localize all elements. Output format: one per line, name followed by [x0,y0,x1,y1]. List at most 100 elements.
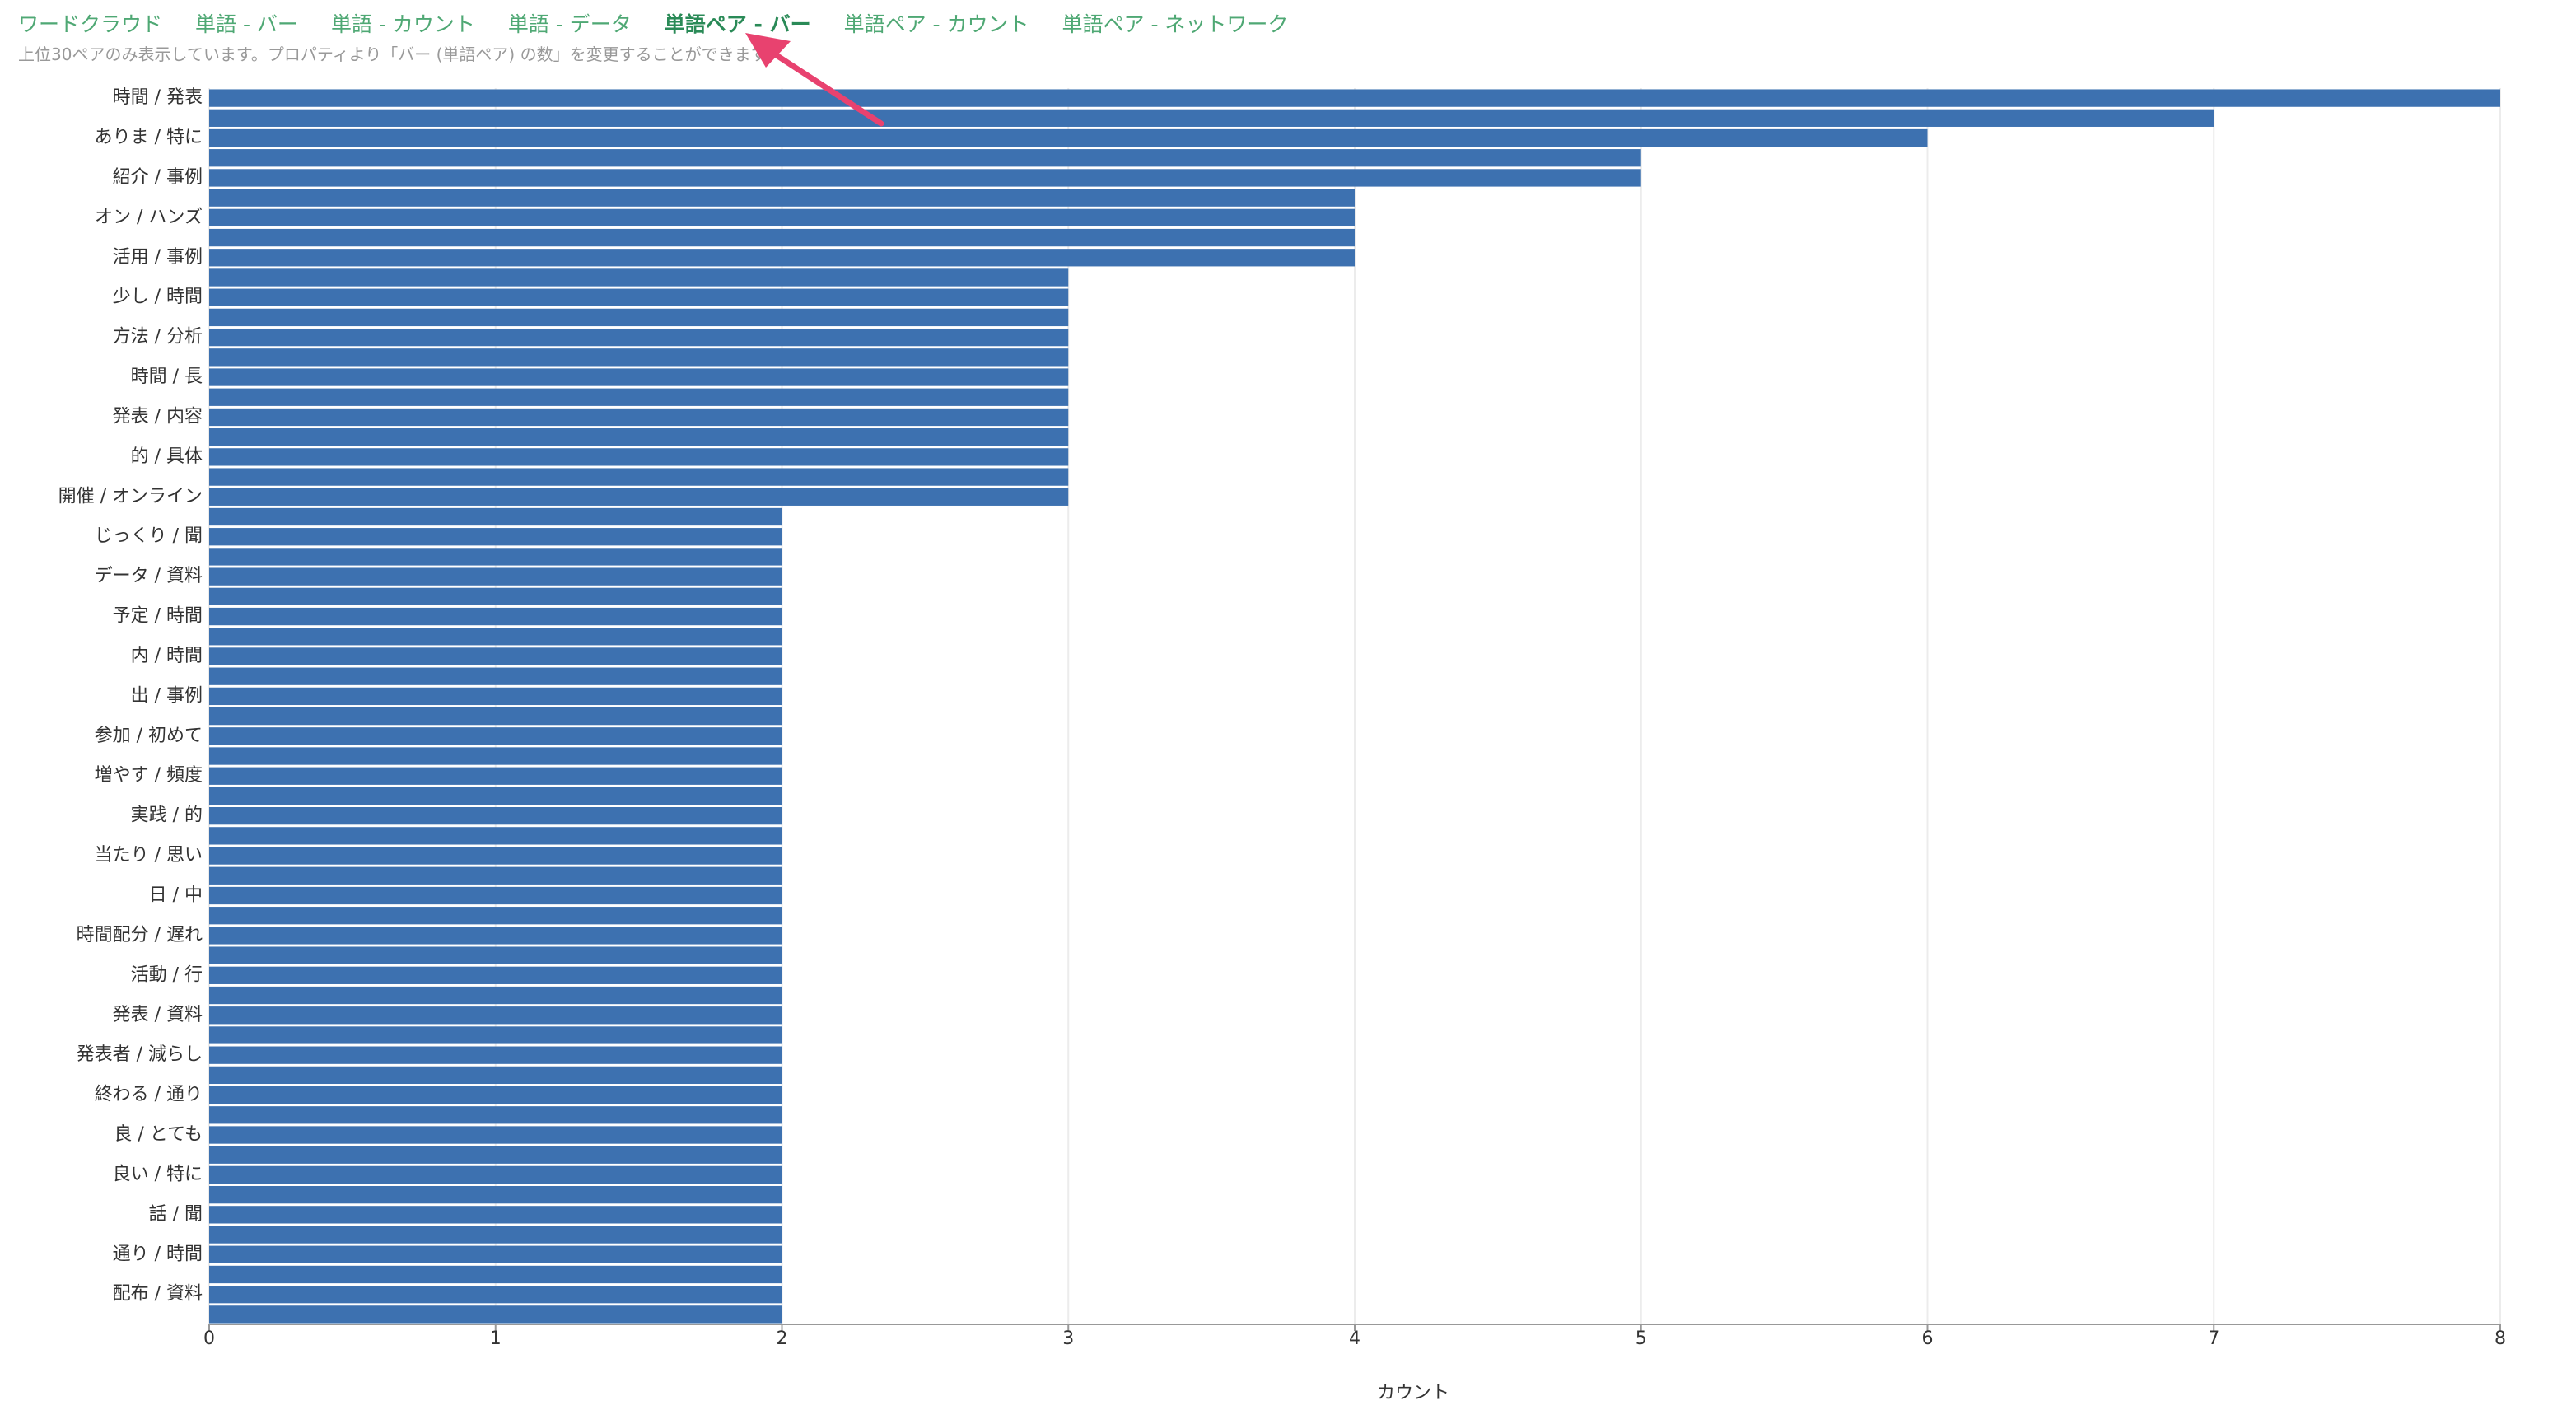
bar [209,268,1069,287]
bar [209,966,782,984]
tab[interactable]: 単語 - カウント [330,12,475,36]
bar [209,1245,782,1263]
bar [209,1265,782,1284]
bar [209,468,1069,486]
bar [209,607,782,626]
bar [209,109,2214,127]
y-tick-label: ありま / 特に [95,128,203,148]
x-tick-label: 3 [1062,1328,1074,1349]
x-tick-label: 6 [1922,1328,1934,1349]
bar [209,946,782,964]
x-axis-title: カウント [1377,1383,1449,1403]
note: 上位30ペアのみ表示しています。プロパティより「バー (単語ペア) の数」を変更… [18,44,782,64]
bar [209,687,782,706]
bar [209,707,782,726]
bar [209,388,1069,406]
bar [209,548,782,566]
y-tick-label: 方法 / 分析 [113,327,203,348]
x-tick-label: 1 [490,1328,502,1349]
bar [209,1286,782,1304]
bar [209,1185,782,1204]
bar [209,348,1069,367]
y-tick-label: 時間配分 / 遅れ [77,925,203,945]
bar [209,767,782,785]
bar [209,1026,782,1044]
bar [209,488,1069,506]
bar [209,1066,782,1085]
tab[interactable]: 単語ペア - カウント [843,12,1029,36]
tab[interactable]: 単語 - データ [507,12,632,36]
bar [209,1126,782,1144]
y-tick-label: 増やす / 頻度 [95,765,203,786]
y-tick-label: 発表者 / 減らし [77,1044,203,1065]
tab[interactable]: 単語ペア - ネットワーク [1062,12,1289,36]
bar [209,288,1069,306]
bar [209,428,1069,446]
x-tick-label: 7 [2208,1328,2219,1349]
x-tick-label: 2 [777,1328,788,1349]
bar [209,208,1355,227]
bar [209,727,782,745]
bar [209,1046,782,1064]
tab[interactable]: 単語 - バー [195,12,298,36]
bar [209,567,782,586]
tab-bar: ワードクラウド 単語 - バー 単語 - カウント 単語 - データ 単語ペア - バー… [18,8,1288,38]
y-tick-label: 少し / 時間 [113,287,203,307]
bar [209,189,1355,207]
x-tick-label: 0 [203,1328,215,1349]
y-tick-label: 活用 / 事例 [113,247,203,268]
y-tick-label: データ / 資料 [95,566,203,586]
x-tick-label: 8 [2494,1328,2506,1349]
bar [209,89,2500,107]
y-tick-label: 実践 / 的 [131,805,203,826]
y-tick-label: 活動 / 行 [131,964,203,985]
bar [209,507,782,526]
bar [209,986,782,1005]
y-tick-label: 参加 / 初めて [95,726,203,746]
y-tick-label: 的 / 具体 [131,446,203,467]
bar [209,1106,782,1124]
bar [209,328,1069,347]
bar [209,1165,782,1184]
bar [209,827,782,845]
y-tick-label: 当たり / 思い [95,845,203,866]
bar [209,587,782,605]
bar [209,128,1928,147]
y-tick-label: オン / ハンズ [95,207,203,227]
bar [209,628,782,646]
x-tick-label: 4 [1349,1328,1360,1349]
bar [209,308,1069,327]
bar [209,847,782,865]
bar [209,807,782,825]
y-tick-label: 良 / とても [114,1124,203,1145]
bar [209,907,782,925]
y-tick-label: 通り / 時間 [113,1244,203,1264]
tab[interactable]: 単語ペア - バー [664,12,811,36]
bar [209,647,782,665]
y-tick-label: 予定 / 時間 [113,606,203,627]
bar [209,1305,782,1324]
bar [209,927,782,945]
y-tick-label: じっくり / 聞 [95,526,203,547]
y-tick-label: 良い / 特に [113,1164,203,1184]
y-tick-label: 発表 / 内容 [113,406,203,427]
bar [209,368,1069,386]
y-tick-label: 配布 / 資料 [113,1284,203,1305]
y-tick-label: 内 / 時間 [131,646,203,666]
y-tick-label: 話 / 聞 [149,1204,203,1225]
bar [209,1206,782,1224]
y-tick-label: 開催 / オンライン [58,486,203,507]
y-tick-label: 終わる / 通り [95,1085,203,1105]
tab[interactable]: ワードクラウド [18,12,163,36]
bar [209,1006,782,1025]
bar [209,408,1069,427]
bar [209,528,782,546]
y-tick-label: 時間 / 発表 [113,87,203,108]
bar [209,787,782,805]
bar [209,886,782,905]
bar [209,169,1641,187]
y-tick-label: 発表 / 資料 [113,1005,203,1025]
bar [209,747,782,765]
